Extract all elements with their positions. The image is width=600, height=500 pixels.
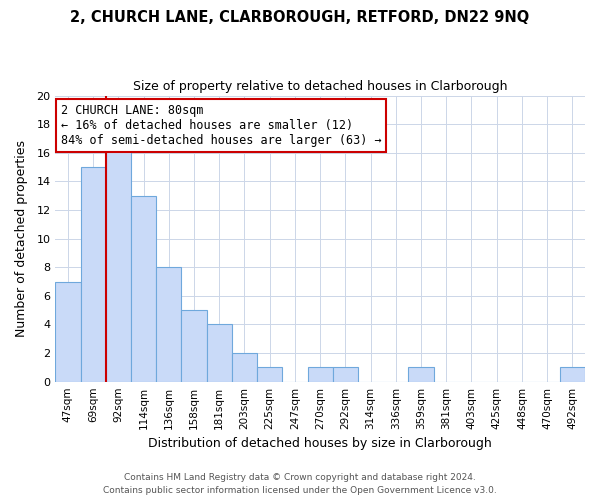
Bar	[333, 368, 358, 382]
Bar	[131, 196, 156, 382]
X-axis label: Distribution of detached houses by size in Clarborough: Distribution of detached houses by size …	[148, 437, 492, 450]
Bar	[80, 167, 106, 382]
Bar	[206, 324, 232, 382]
Bar	[409, 368, 434, 382]
Bar	[181, 310, 206, 382]
Bar	[560, 368, 585, 382]
Text: 2, CHURCH LANE, CLARBOROUGH, RETFORD, DN22 9NQ: 2, CHURCH LANE, CLARBOROUGH, RETFORD, DN…	[70, 10, 530, 25]
Bar	[308, 368, 333, 382]
Bar	[55, 282, 80, 382]
Bar	[106, 138, 131, 382]
Text: Contains HM Land Registry data © Crown copyright and database right 2024.
Contai: Contains HM Land Registry data © Crown c…	[103, 474, 497, 495]
Y-axis label: Number of detached properties: Number of detached properties	[15, 140, 28, 337]
Text: 2 CHURCH LANE: 80sqm
← 16% of detached houses are smaller (12)
84% of semi-detac: 2 CHURCH LANE: 80sqm ← 16% of detached h…	[61, 104, 381, 147]
Bar	[257, 368, 283, 382]
Title: Size of property relative to detached houses in Clarborough: Size of property relative to detached ho…	[133, 80, 508, 93]
Bar	[232, 353, 257, 382]
Bar	[156, 267, 181, 382]
